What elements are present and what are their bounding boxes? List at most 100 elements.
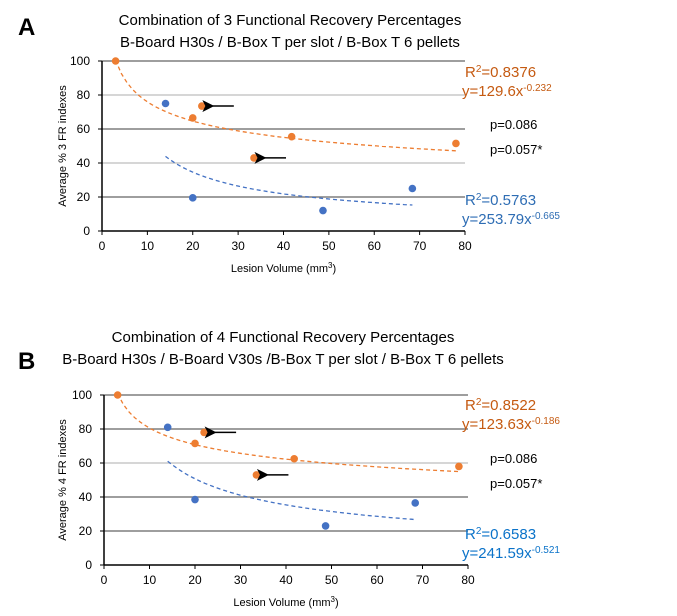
- equation-text: y=123.63x: [462, 416, 532, 433]
- r2-value: =0.8376: [481, 64, 536, 81]
- chart-title-line: B-Board H30s / B-Box T per slot / B-Box …: [120, 34, 460, 51]
- equation-label: y=129.6x-0.232: [462, 83, 552, 101]
- data-point-orange: [252, 471, 261, 479]
- x-axis-label-text: Lesion Volume (mm: [231, 263, 328, 275]
- x-tick-label: 40: [279, 573, 293, 587]
- x-tick-label: 50: [325, 573, 339, 587]
- equation-exponent: -0.232: [523, 83, 552, 94]
- r2-letter: R: [465, 526, 476, 543]
- y-tick-label: 80: [79, 422, 93, 436]
- data-point-orange: [452, 139, 460, 148]
- x-tick-label: 30: [231, 239, 245, 253]
- y-tick-label: 20: [79, 524, 93, 538]
- x-tick-label: 30: [234, 573, 248, 587]
- r-squared-label: R2=0.5763: [465, 192, 536, 210]
- r2-letter: R: [465, 64, 476, 81]
- y-axis-label: Average % 3 FR indexes: [57, 85, 69, 207]
- data-point-blue: [163, 423, 172, 432]
- r2-value: =0.5763: [481, 192, 536, 209]
- x-tick-label: 80: [461, 573, 475, 587]
- y-tick-label: 40: [77, 156, 91, 170]
- y-tick-label: 80: [77, 88, 91, 102]
- p-value-label: p=0.086: [490, 451, 537, 466]
- r-squared-label: R2=0.6583: [465, 526, 536, 544]
- equation-text: y=241.59x: [462, 545, 532, 562]
- r2-sup: 2: [476, 397, 482, 408]
- equation-exponent: -0.521: [532, 545, 561, 556]
- trendline-blue: [165, 155, 413, 206]
- r2-value: =0.6583: [481, 526, 536, 543]
- x-tick-label: 0: [99, 239, 106, 253]
- trendline-orange: [115, 59, 456, 152]
- r2-sup: 2: [476, 64, 482, 75]
- equation-text: y=129.6x: [462, 83, 524, 100]
- y-tick-label: 20: [77, 190, 91, 204]
- x-axis-label-text: Lesion Volume (mm: [233, 597, 330, 609]
- x-tick-label: 60: [368, 239, 382, 253]
- x-axis-label: Lesion Volume (mm3): [233, 595, 338, 610]
- x-axis-label-sup: 3: [331, 595, 336, 604]
- x-tick-label: 70: [413, 239, 427, 253]
- trendline-orange: [117, 393, 459, 473]
- p-value-label: p=0.057*: [490, 142, 542, 157]
- y-tick-label: 100: [70, 54, 90, 68]
- r2-value: =0.8522: [481, 397, 536, 414]
- data-point-blue: [161, 99, 170, 108]
- chart-title-line: B-Board H30s / B-Board V30s /B-Box T per…: [62, 351, 504, 368]
- data-point-blue: [411, 499, 420, 507]
- data-point-orange: [290, 454, 298, 463]
- x-axis-label-sup: 3: [328, 261, 333, 270]
- data-point-orange: [113, 391, 122, 399]
- y-tick-label: 0: [85, 558, 92, 572]
- x-tick-label: 20: [188, 573, 202, 587]
- equation-exponent: -0.186: [532, 416, 561, 427]
- p-value-label: p=0.086: [490, 117, 537, 132]
- x-axis-label: Lesion Volume (mm3): [231, 261, 336, 276]
- equation-label: y=253.79x-0.665: [462, 211, 560, 229]
- equation-text: y=253.79x: [462, 211, 532, 228]
- x-tick-label: 60: [370, 573, 384, 587]
- data-point-blue: [188, 194, 197, 202]
- chart-title-line: Combination of 4 Functional Recovery Per…: [112, 329, 455, 346]
- y-tick-label: 40: [79, 490, 93, 504]
- x-tick-label: 40: [277, 239, 291, 253]
- x-tick-label: 50: [322, 239, 336, 253]
- data-point-orange: [287, 132, 296, 141]
- equation-label: y=241.59x-0.521: [462, 545, 560, 563]
- data-point-blue: [191, 495, 199, 504]
- data-point-blue: [321, 522, 330, 530]
- y-tick-label: 60: [77, 122, 91, 136]
- x-tick-label: 80: [458, 239, 472, 253]
- r2-sup: 2: [476, 192, 482, 203]
- data-point-orange: [188, 114, 197, 122]
- panel-b: B Combination of 4 Functional Recovery Pe…: [18, 329, 560, 609]
- r2-sup: 2: [476, 526, 482, 537]
- r2-letter: R: [465, 397, 476, 414]
- trendline-blue: [167, 460, 416, 521]
- equation-label: y=123.63x-0.186: [462, 416, 560, 434]
- x-tick-label: 70: [416, 573, 430, 587]
- y-tick-label: 100: [72, 388, 92, 402]
- x-tick-label: 0: [101, 573, 108, 587]
- data-point-blue: [408, 184, 417, 193]
- equation-exponent: -0.665: [532, 211, 561, 222]
- data-point-orange: [111, 57, 120, 65]
- x-axis-label-end: ): [333, 263, 337, 275]
- p-value-label: p=0.057*: [490, 476, 542, 491]
- data-point-orange: [198, 102, 206, 110]
- panel-label: B: [18, 348, 35, 375]
- y-tick-label: 60: [79, 456, 93, 470]
- r-squared-label: R2=0.8522: [465, 397, 536, 415]
- panel-label: A: [18, 14, 35, 41]
- r2-letter: R: [465, 192, 476, 209]
- data-point-orange: [191, 439, 199, 448]
- panel-a: A Combination of 3 Functional Recovery Pe…: [18, 12, 560, 275]
- r-squared-label: R2=0.8376: [465, 64, 536, 82]
- data-point-blue: [319, 206, 327, 215]
- x-tick-label: 20: [186, 239, 200, 253]
- data-point-orange: [455, 462, 463, 471]
- x-tick-label: 10: [141, 239, 155, 253]
- x-tick-label: 10: [143, 573, 157, 587]
- x-axis-label-end: ): [335, 597, 339, 609]
